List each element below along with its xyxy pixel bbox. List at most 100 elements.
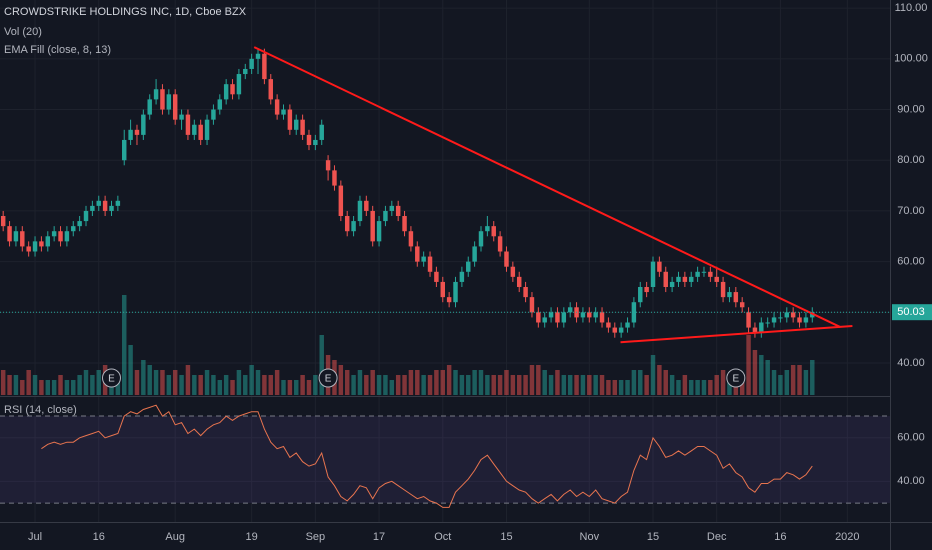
volume-bar bbox=[529, 365, 535, 395]
candle-body bbox=[287, 109, 293, 130]
volume-bar bbox=[370, 370, 375, 395]
candle-body bbox=[102, 200, 108, 211]
candle-body bbox=[294, 119, 299, 130]
volume-bar bbox=[90, 375, 95, 395]
candle-body bbox=[797, 317, 802, 323]
candle-body bbox=[281, 109, 286, 115]
volume-bar bbox=[204, 370, 210, 395]
candle-body bbox=[587, 312, 592, 318]
candle-body bbox=[727, 292, 732, 298]
candle-body bbox=[478, 231, 484, 247]
candle-body bbox=[83, 210, 89, 222]
candle-body bbox=[561, 312, 567, 323]
volume-bar bbox=[83, 370, 89, 395]
x-tick-label: 19 bbox=[246, 531, 258, 543]
volume-bar bbox=[567, 375, 573, 395]
volume-bar bbox=[453, 370, 458, 395]
candle-body bbox=[504, 251, 509, 267]
x-tick-label: 16 bbox=[774, 531, 786, 543]
candle-body bbox=[529, 297, 535, 313]
volume-bar bbox=[676, 380, 681, 395]
volume-bar bbox=[32, 375, 38, 395]
candle-body bbox=[134, 129, 140, 135]
last-price-label: 50.03 bbox=[897, 306, 925, 318]
candle-body bbox=[306, 134, 312, 146]
candle-body bbox=[13, 231, 19, 242]
volume-bar bbox=[376, 375, 382, 395]
volume-bar bbox=[606, 380, 611, 395]
volume-bar bbox=[695, 380, 700, 395]
candle-body bbox=[153, 89, 159, 100]
event-marker bbox=[101, 368, 121, 388]
volume-bar bbox=[720, 370, 726, 395]
candle-body bbox=[536, 312, 541, 323]
volume-bar bbox=[542, 370, 547, 395]
volume-bar bbox=[71, 380, 76, 395]
x-tick-label: Jul bbox=[28, 531, 42, 543]
x-tick-label: Aug bbox=[165, 531, 185, 543]
volume-bar bbox=[638, 370, 643, 395]
candle-body bbox=[26, 246, 31, 252]
candle-body bbox=[593, 312, 598, 318]
volume-bar bbox=[64, 380, 70, 395]
volume-bar bbox=[440, 370, 445, 395]
volume-bar bbox=[281, 380, 286, 395]
candle-body bbox=[542, 317, 547, 323]
candle-body bbox=[810, 312, 815, 318]
candle-body bbox=[0, 216, 6, 227]
candle-body bbox=[249, 58, 254, 69]
volume-bar bbox=[160, 370, 165, 395]
candle-body bbox=[440, 281, 445, 298]
candle-body bbox=[567, 307, 573, 313]
candle-body bbox=[752, 327, 758, 333]
candle-body bbox=[733, 292, 739, 303]
volume-bar bbox=[39, 380, 44, 395]
candle-body bbox=[122, 139, 127, 161]
candle-body bbox=[415, 246, 420, 262]
candle-body bbox=[421, 256, 426, 262]
x-tick-label: Nov bbox=[580, 531, 600, 543]
candle-body bbox=[300, 119, 305, 135]
volume-bar bbox=[625, 380, 630, 395]
volume-bar bbox=[746, 335, 751, 395]
candle-body bbox=[446, 297, 452, 303]
volume-bar bbox=[268, 375, 273, 395]
candle-body bbox=[453, 281, 458, 303]
volume-bar bbox=[179, 375, 184, 395]
volume-bar bbox=[561, 375, 567, 395]
candle-body bbox=[357, 200, 363, 222]
volume-bar bbox=[128, 345, 133, 395]
trendline bbox=[253, 46, 841, 328]
y-tick-label: 40.00 bbox=[897, 475, 925, 487]
volume-bar bbox=[663, 370, 668, 395]
candle-body bbox=[58, 231, 63, 242]
candle-body bbox=[39, 241, 44, 247]
volume-bar bbox=[427, 375, 433, 395]
candle-body bbox=[759, 322, 764, 333]
candle-body bbox=[408, 231, 414, 247]
candle-body bbox=[510, 266, 516, 277]
volume-bar bbox=[185, 365, 191, 395]
volume-bar bbox=[708, 380, 713, 395]
volume-bar bbox=[810, 360, 815, 395]
volume-bar bbox=[223, 375, 229, 395]
candle-body bbox=[313, 139, 318, 146]
volume-bar bbox=[771, 370, 777, 395]
rsi-band bbox=[0, 416, 890, 504]
volume-bar bbox=[300, 375, 305, 395]
candle-body bbox=[268, 79, 273, 100]
candle-body bbox=[771, 317, 777, 323]
volume-bar bbox=[536, 365, 541, 395]
volume-bar bbox=[402, 375, 407, 395]
candle-body bbox=[516, 276, 522, 287]
candle-body bbox=[274, 99, 280, 115]
volume-bar bbox=[765, 360, 770, 395]
volume-bar bbox=[344, 370, 350, 395]
volume-bar bbox=[752, 350, 758, 395]
candle-body bbox=[695, 271, 700, 277]
volume-bar bbox=[96, 370, 101, 395]
x-tick-label: 2020 bbox=[835, 531, 859, 543]
candle-body bbox=[332, 170, 337, 186]
